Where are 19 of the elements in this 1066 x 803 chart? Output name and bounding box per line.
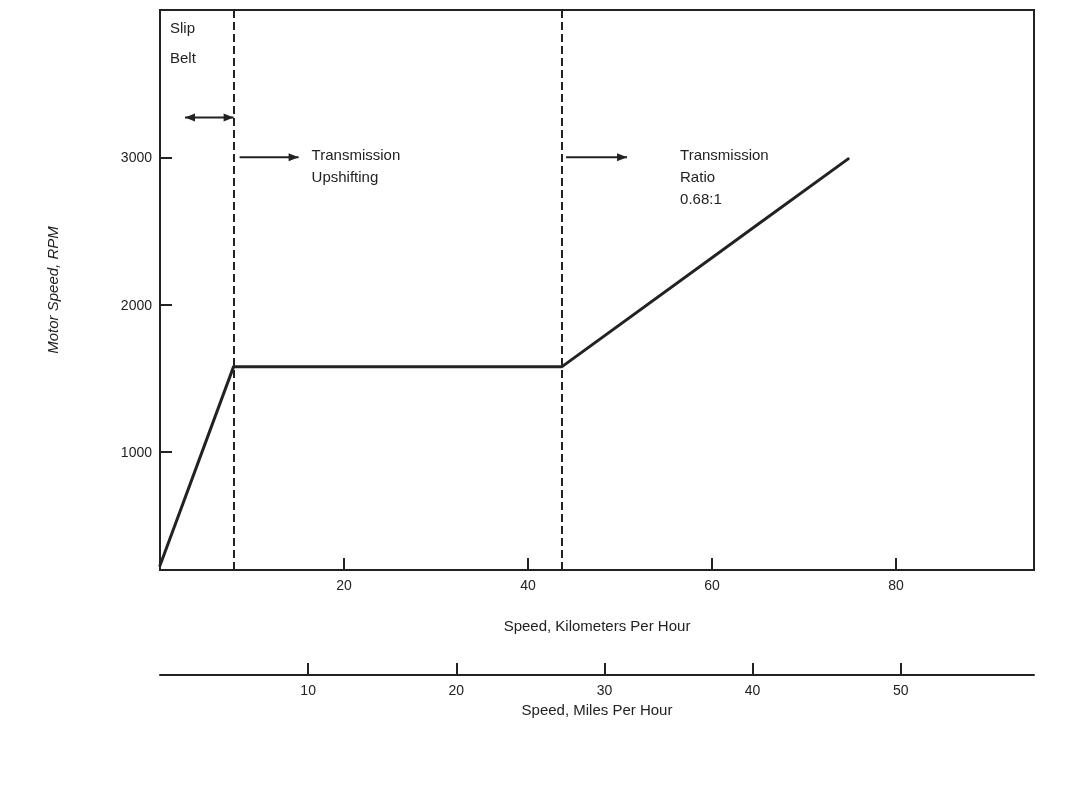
x-tick-label: 80 — [888, 577, 904, 593]
x2-tick-label: 30 — [596, 682, 613, 698]
annotation: Transmission Ratio 0.68:1 — [680, 145, 769, 207]
x-tick-label: 20 — [336, 577, 352, 593]
y-axis-title: Motor Speed, RPM — [44, 225, 61, 354]
x2-tick-label: 50 — [892, 682, 909, 698]
annotation: Belt — [170, 48, 197, 66]
annotation: Slip — [170, 18, 196, 36]
x-tick-label: 60 — [704, 577, 720, 593]
y-tick-label: 2000 — [120, 296, 153, 313]
y-tick-label: 3000 — [120, 149, 153, 166]
x-tick-label: 40 — [520, 577, 536, 593]
y-tick-label: 1000 — [120, 444, 153, 461]
x2-tick-label: 10 — [300, 682, 317, 698]
x-axis-title: Speed, Kilometers Per Hour — [503, 617, 691, 634]
x2-tick-label: 20 — [448, 682, 465, 698]
x2-axis-title: Speed, Miles Per Hour — [521, 700, 673, 718]
x2-tick-label: 40 — [744, 682, 761, 698]
annotation: Transmission Upshifting — [311, 145, 401, 185]
